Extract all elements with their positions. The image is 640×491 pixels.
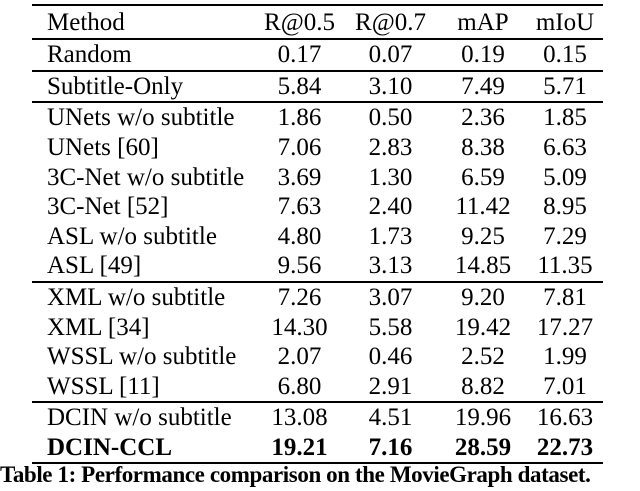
miou-cell: 0.15	[543, 41, 587, 69]
r07-cell: 2.83	[368, 134, 413, 162]
r05-cell: 7.06	[277, 134, 322, 162]
table-row-dcin-wo-subtitle: DCIN w/o subtitle 13.08 4.51 19.96 16.63	[32, 401, 603, 433]
r07-cell: 1.73	[368, 222, 413, 250]
col-header-method: Method	[32, 5, 257, 40]
method-cell: XML w/o subtitle	[32, 280, 257, 313]
map-cell: 9.25	[461, 222, 505, 250]
method-cell: DCIN w/o subtitle	[32, 401, 257, 433]
miou-cell: 7.01	[543, 372, 587, 400]
table-row-unets-wo-subtitle: UNets w/o subtitle 1.86 0.50 2.36 1.85	[32, 101, 603, 133]
method-cell: DCIN-CCL	[47, 434, 172, 462]
r05-cell: 0.17	[277, 41, 322, 69]
map-cell: 2.36	[439, 101, 527, 133]
miou-cell: 22.73	[536, 434, 594, 462]
r07-cell: 1.30	[368, 163, 413, 191]
table-row-subtitle-only: Subtitle-Only 5.84 3.10 7.49 5.71	[32, 69, 603, 103]
r05-cell: 3.69	[277, 163, 322, 191]
r07-cell: 0.50	[342, 101, 439, 133]
r07-cell: 5.58	[368, 313, 413, 341]
table-row-wssl: WSSL [11] 6.80 2.91 8.82 7.01	[32, 372, 603, 403]
map-cell: 11.42	[455, 193, 511, 221]
r05-cell: 6.80	[277, 372, 322, 400]
map-cell: 6.59	[461, 163, 505, 191]
map-cell: 7.49	[439, 69, 527, 103]
method-cell: 3C-Net w/o subtitle	[47, 163, 245, 191]
method-cell: ASL w/o subtitle	[47, 222, 217, 250]
header-row: Method R@0.5 R@0.7 mAP mIoU	[32, 5, 603, 40]
r07-cell: 3.07	[342, 280, 439, 313]
map-cell: 8.38	[461, 134, 505, 162]
map-cell: 0.19	[461, 41, 505, 69]
miou-cell: 16.63	[527, 401, 603, 433]
table-row-3cnet-wo-subtitle: 3C-Net w/o subtitle 3.69 1.30 6.59 5.09	[32, 162, 603, 192]
miou-cell: 11.35	[537, 252, 593, 280]
col-header-r07: R@0.7	[342, 5, 439, 40]
table-row-wssl-wo-subtitle: WSSL w/o subtitle 2.07 0.46 2.52 1.99	[32, 342, 603, 372]
method-cell: UNets w/o subtitle	[32, 101, 257, 133]
table-row-xml: XML [34] 14.30 5.58 19.42 17.27	[32, 312, 603, 342]
r05-cell: 2.07	[277, 343, 322, 371]
map-cell: 2.52	[461, 343, 505, 371]
method-cell: UNets [60]	[47, 134, 159, 162]
miou-cell: 6.63	[543, 134, 587, 162]
r07-cell: 0.46	[368, 343, 413, 371]
map-cell: 14.85	[454, 252, 512, 280]
r05-cell: 19.21	[271, 434, 328, 462]
r07-cell: 3.10	[342, 69, 439, 103]
results-table-container: Method R@0.5 R@0.7 mAP mIoU Random 0.17 …	[32, 4, 603, 465]
map-cell: 8.82	[461, 372, 505, 400]
table-row-xml-wo-subtitle: XML w/o subtitle 7.26 3.07 9.20 7.81	[32, 280, 603, 313]
r07-cell: 3.13	[368, 252, 413, 280]
method-cell: XML [34]	[47, 313, 150, 341]
table-caption: Table 1: Performance comparison on the M…	[0, 462, 591, 487]
r05-cell: 7.26	[257, 280, 342, 313]
miou-cell: 7.29	[543, 222, 587, 250]
col-header-map: mAP	[439, 5, 527, 40]
method-cell: WSSL w/o subtitle	[47, 343, 237, 371]
table-row-random: Random 0.17 0.07 0.19 0.15	[32, 39, 603, 71]
r05-cell: 14.30	[271, 313, 328, 341]
miou-cell: 5.71	[527, 69, 603, 103]
r05-cell: 4.80	[277, 222, 322, 250]
map-cell: 28.59	[454, 434, 512, 462]
r05-cell: 13.08	[257, 401, 342, 433]
method-cell: Random	[47, 41, 132, 69]
r05-cell: 5.84	[257, 69, 342, 103]
r07-cell: 2.91	[368, 372, 413, 400]
table-row-asl-wo-subtitle: ASL w/o subtitle 4.80 1.73 9.25 7.29	[32, 222, 603, 252]
r05-cell: 7.63	[277, 193, 322, 221]
table-row-unets: UNets [60] 7.06 2.83 8.38 6.63	[32, 133, 603, 163]
table-row-3cnet: 3C-Net [52] 7.63 2.40 11.42 8.95	[32, 192, 603, 222]
miou-cell: 8.95	[543, 193, 587, 221]
miou-cell: 17.27	[536, 313, 594, 341]
results-table: Method R@0.5 R@0.7 mAP mIoU Random 0.17 …	[32, 4, 603, 465]
method-cell: ASL [49]	[47, 252, 142, 280]
col-header-r05: R@0.5	[257, 5, 342, 40]
map-cell: 19.42	[454, 313, 512, 341]
miou-cell: 1.85	[527, 101, 603, 133]
map-cell: 19.96	[439, 401, 527, 433]
miou-cell: 7.81	[527, 280, 603, 313]
col-header-miou: mIoU	[527, 5, 603, 40]
method-cell: Subtitle-Only	[32, 69, 257, 103]
table-row-dcin-ccl: DCIN-CCL 19.21 7.16 28.59 22.73	[32, 433, 603, 464]
table-row-asl: ASL [49] 9.56 3.13 14.85 11.35	[32, 251, 603, 282]
method-cell: 3C-Net [52]	[47, 193, 169, 221]
r07-cell: 7.16	[368, 434, 413, 462]
miou-cell: 5.09	[543, 163, 587, 191]
r07-cell: 2.40	[368, 193, 413, 221]
r07-cell: 0.07	[368, 41, 413, 69]
r07-cell: 4.51	[342, 401, 439, 433]
r05-cell: 9.56	[277, 252, 322, 280]
r05-cell: 1.86	[257, 101, 342, 133]
map-cell: 9.20	[439, 280, 527, 313]
method-cell: WSSL [11]	[47, 372, 160, 400]
miou-cell: 1.99	[543, 343, 587, 371]
